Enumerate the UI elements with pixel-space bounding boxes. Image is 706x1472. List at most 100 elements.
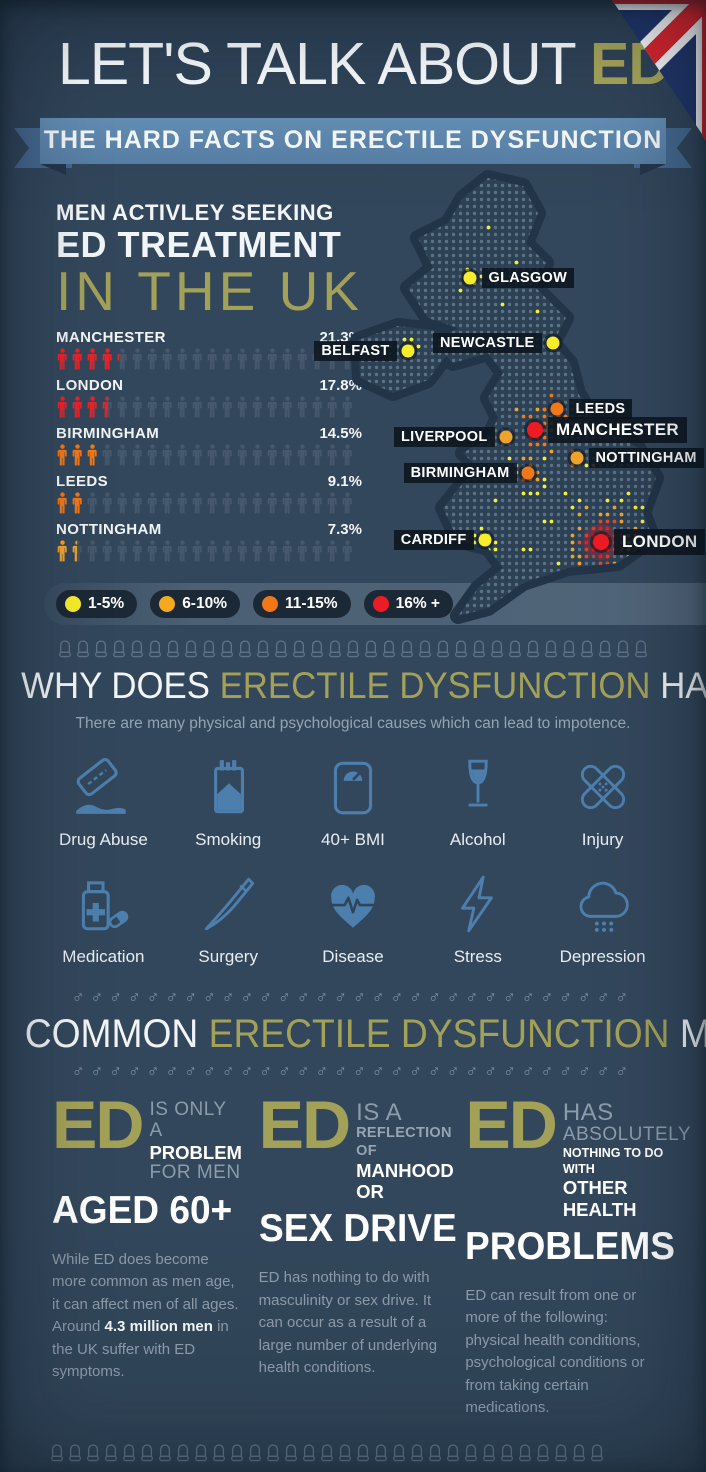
male-symbol-icon: ♂ (390, 988, 410, 1006)
myth-ed-accent: ED (465, 1086, 557, 1163)
drug-abuse-icon (70, 753, 136, 821)
person-icon (251, 396, 264, 418)
condom-icon (284, 1444, 298, 1463)
map-label-belfast: BELFAST (314, 340, 397, 361)
cause-label: Drug Abuse (58, 829, 148, 849)
person-icon (116, 348, 129, 370)
myth-subline: ABSOLUTELY (562, 1124, 692, 1146)
person-icon (161, 540, 174, 562)
myth-big-line: SEX DRIVE (258, 1207, 457, 1251)
city-name: LONDON (56, 376, 124, 394)
person-icon (101, 444, 114, 466)
map-dot-leeds (550, 402, 564, 416)
person-icon (146, 348, 159, 370)
myth-body-text: ED can result from one or more of the fo… (465, 1286, 645, 1417)
person-icon (116, 540, 129, 562)
person-icon (236, 492, 249, 514)
condom-icon (220, 640, 234, 659)
condom-icon (490, 640, 504, 659)
myths-heading-part1: COMMON (24, 1011, 209, 1056)
male-symbol-icon: ♂ (503, 1062, 522, 1080)
male-symbol-icon: ♂ (428, 988, 447, 1006)
male-symbol-icon: ♂ (353, 1062, 372, 1080)
person-icon (176, 396, 189, 418)
causes-heading-part2: ERECTILE DYSFUNCTION (219, 664, 651, 706)
person-icon (251, 540, 264, 562)
cause-alcohol: Alcohol (418, 753, 537, 850)
person-icon (251, 444, 264, 466)
treatment-heading-line1: MEN ACTIVLEY SEEKING (56, 199, 334, 225)
cause-label: Disease (322, 946, 384, 966)
condom-icon (166, 640, 180, 659)
male-symbol-icon: ♂ (278, 1062, 297, 1080)
male-symbol-icon: ♂ (221, 988, 241, 1006)
condom-icon (184, 640, 198, 659)
condom-icon (526, 640, 540, 659)
person-icon (326, 540, 339, 562)
treatment-section: MEN ACTIVLEY SEEKING ED TREATMENT IN THE… (0, 169, 706, 626)
male-symbol-icon: ♂ (578, 1062, 597, 1080)
person-icon (251, 348, 264, 370)
condom-icon (302, 1444, 316, 1463)
male-symbol-icon: ♂ (596, 988, 616, 1006)
male-symbol-icon: ♂ (371, 1062, 391, 1080)
myth-column-1: ED IS ONLY A PROBLEM FOR MEN AGED 60+ While E… (52, 1086, 242, 1420)
male-symbol-icon: ♂ (353, 988, 372, 1006)
condom-icon (572, 1444, 586, 1463)
cause-disease: Disease (294, 870, 413, 967)
condom-icon (112, 640, 126, 659)
male-symbol-icon: ♂ (71, 1062, 91, 1080)
person-icon (296, 492, 309, 514)
stress-icon (445, 870, 511, 938)
person-icon (221, 444, 234, 466)
causes-section: WHY DOES ERECTILE DYSFUNCTION HAPPEN? Th… (0, 640, 706, 967)
condom-icon (410, 1444, 424, 1463)
male-symbol-icon: ♂ (503, 988, 522, 1006)
condom-icon (256, 640, 270, 659)
myth-ed-accent: ED (52, 1086, 144, 1163)
condom-icon (356, 1444, 370, 1463)
person-icon (221, 540, 234, 562)
male-symbol-icon: ♂ (559, 988, 578, 1006)
myth-subline: IS A (356, 1098, 403, 1126)
condom-icon (274, 640, 288, 659)
condom-icon (400, 640, 414, 659)
condom-icon (392, 1444, 406, 1463)
person-icon (191, 492, 204, 514)
person-icon (206, 444, 219, 466)
male-symbol-icon: ♂ (128, 1062, 147, 1080)
person-icon (176, 444, 189, 466)
condom-icon (130, 640, 144, 659)
cause-injury: Injury (543, 753, 662, 850)
cause-surgery: Surgery (169, 870, 288, 967)
person-icon (56, 348, 69, 370)
male-symbol-icon: ♂ (203, 1062, 222, 1080)
male-symbol-icon: ♂ (315, 1062, 335, 1080)
male-symbol-icon: ♂ (240, 988, 260, 1006)
alcohol-icon (445, 753, 511, 821)
male-symbol-icon: ♂ (390, 1062, 410, 1080)
person-icon (266, 348, 279, 370)
medication-icon (70, 870, 136, 938)
surgery-icon (195, 870, 261, 938)
ribbon-fold-right (640, 163, 666, 175)
city-pictogram-rows: MANCHESTER 21.3% LONDON 17.8% BIRMINGHAM 14.5… (56, 329, 362, 562)
myths-heading-part2: ERECTILE DYSFUNCTION (208, 1011, 670, 1056)
person-icon (56, 444, 69, 466)
city-percentage: 17.8% (319, 376, 362, 394)
person-icon (56, 396, 69, 418)
condom-icon (50, 1444, 64, 1463)
male-symbol-icon: ♂ (90, 1062, 110, 1080)
city-percentage: 14.5% (319, 424, 362, 442)
treatment-heading-line3: IN THE UK (56, 259, 363, 322)
person-icon (116, 396, 129, 418)
condom-icon (472, 640, 486, 659)
myth-big-line: AGED 60+ (52, 1188, 233, 1232)
male-symbol-icon: ♂ (409, 1062, 428, 1080)
condom-icon (382, 640, 396, 659)
cause-label: Alcohol (449, 829, 506, 849)
person-icon (191, 540, 204, 562)
condom-icon (86, 1444, 100, 1463)
banner-text: THE HARD FACTS ON ERECTILE DYSFUNCTION (43, 126, 663, 155)
disease-icon (320, 870, 386, 938)
